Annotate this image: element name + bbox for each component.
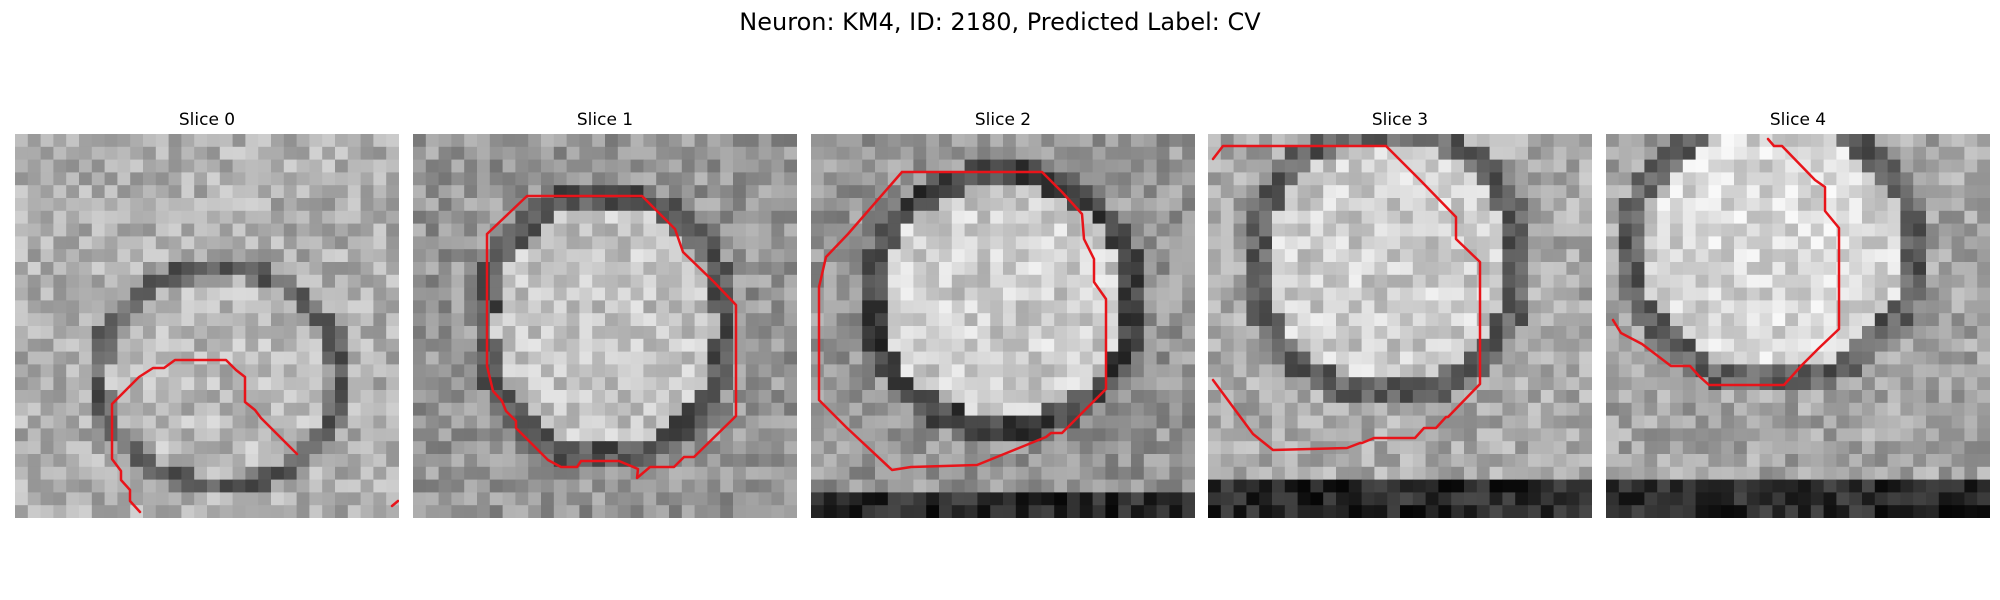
- slice-image-0: [15, 134, 399, 518]
- slice-title-2: Slice 2: [974, 110, 1032, 130]
- slice-title-0: Slice 0: [178, 110, 236, 130]
- slice-image-4: [1606, 134, 1990, 518]
- contour-outline-1: [485, 194, 738, 480]
- slice-title-3: Slice 3: [1371, 110, 1429, 130]
- slice-image-2: [811, 134, 1195, 518]
- figure-title: Neuron: KM4, ID: 2180, Predicted Label: …: [739, 8, 1261, 36]
- contour-outline-3: [1211, 144, 1482, 452]
- slice-image-1: [413, 134, 797, 518]
- grayscale-patch-0: [15, 134, 399, 518]
- slice-title-4: Slice 4: [1769, 110, 1827, 130]
- slice-image-3: [1208, 134, 1592, 518]
- grayscale-patch-2: [811, 134, 1195, 518]
- slice-title-1: Slice 1: [576, 110, 634, 130]
- contour-outline-2: [817, 170, 1108, 472]
- contour-outline-4: [1611, 137, 1841, 387]
- contour-outline-0: [110, 358, 299, 514]
- contour-outline-0b: [390, 499, 399, 508]
- grayscale-patch-1: [413, 134, 797, 518]
- grayscale-patch-4: [1606, 134, 1990, 518]
- grayscale-patch-3: [1208, 134, 1592, 518]
